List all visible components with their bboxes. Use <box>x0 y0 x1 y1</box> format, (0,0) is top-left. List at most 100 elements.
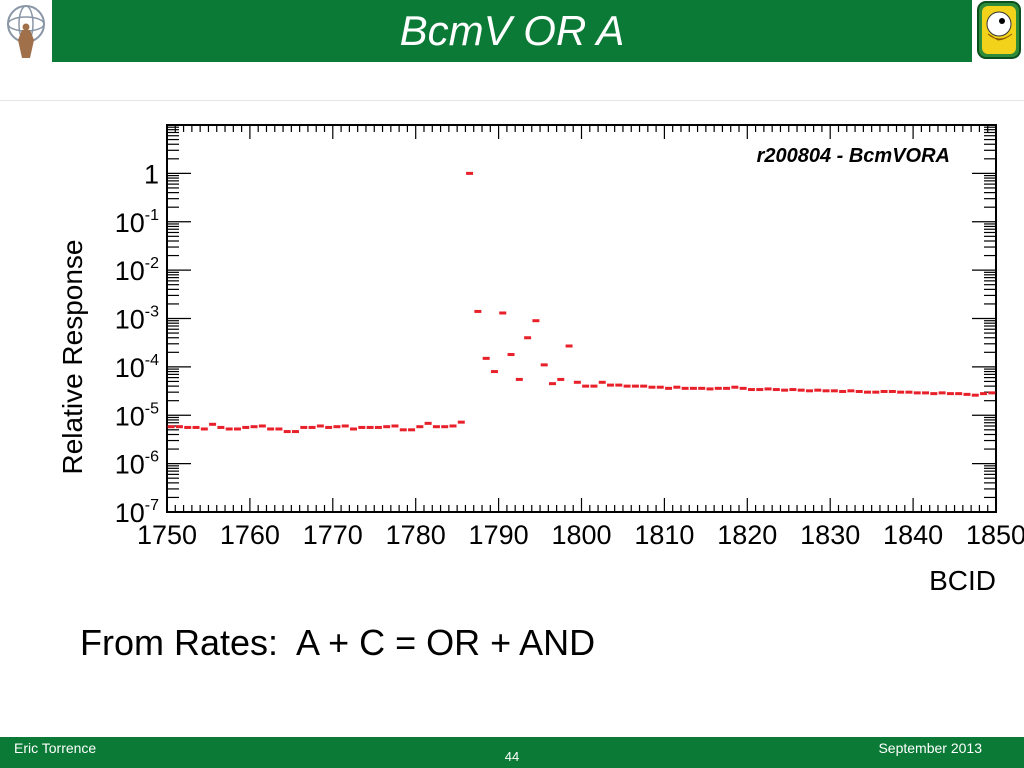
x-tick-label: 1770 <box>303 520 363 550</box>
data-point <box>822 389 830 393</box>
x-tick-label: 1780 <box>386 520 446 550</box>
data-point <box>524 336 532 340</box>
footer-date: September 2013 <box>878 740 982 756</box>
data-point <box>681 386 689 390</box>
data-point <box>913 391 921 395</box>
data-point <box>814 388 822 392</box>
x-tick-label: 1800 <box>551 520 611 550</box>
x-tick-label: 1810 <box>634 520 694 550</box>
data-point <box>772 388 780 392</box>
data-point <box>656 385 664 389</box>
data-point <box>333 425 341 429</box>
plot-frame <box>166 124 997 513</box>
footer-page-number: 44 <box>504 749 520 764</box>
data-point <box>689 386 697 390</box>
footer-bar: Eric Torrence 44 September 2013 <box>0 737 1024 768</box>
data-point <box>242 425 250 429</box>
y-tick-label: 10-7 <box>115 497 159 528</box>
data-point <box>557 377 565 381</box>
x-tick-label: 1830 <box>800 520 860 550</box>
data-point <box>424 421 432 425</box>
data-point <box>598 380 606 384</box>
data-point <box>350 427 358 431</box>
data-point <box>267 427 275 431</box>
data-point <box>830 389 838 393</box>
data-point <box>250 425 258 429</box>
data-point <box>971 393 979 397</box>
x-tick-label: 1760 <box>220 520 280 550</box>
data-point <box>789 388 797 392</box>
data-point <box>623 384 631 388</box>
data-point <box>209 422 217 426</box>
data-point <box>200 427 208 431</box>
data-point <box>698 386 706 390</box>
data-point <box>408 428 416 432</box>
data-point <box>922 391 930 395</box>
data-point <box>341 424 349 428</box>
data-point <box>781 388 789 392</box>
data-point <box>490 370 498 374</box>
x-tick-label: 1750 <box>137 520 197 550</box>
data-point <box>880 389 888 393</box>
x-tick-label: 1790 <box>469 520 529 550</box>
data-point <box>283 430 291 434</box>
data-point <box>582 384 590 388</box>
data-point <box>590 384 598 388</box>
header-divider <box>0 100 1024 101</box>
data-point <box>192 425 200 429</box>
data-point <box>482 356 490 360</box>
data-point <box>416 425 424 429</box>
data-point <box>888 389 896 393</box>
header-bar <box>52 0 972 62</box>
x-tick-label: 1840 <box>883 520 943 550</box>
data-point <box>374 425 382 429</box>
data-point <box>366 425 374 429</box>
data-point <box>963 392 971 396</box>
chart: 1750 1760 1770 1780 1790 1800 1810 1820 1830 1840… <box>57 124 1024 596</box>
data-point <box>217 425 225 429</box>
data-point <box>432 425 440 429</box>
data-point <box>457 420 465 424</box>
data-point <box>548 382 556 386</box>
data-point <box>233 427 241 431</box>
data-point <box>316 424 324 428</box>
data-point <box>532 319 540 323</box>
data-point <box>507 353 515 357</box>
atlas-logo-icon <box>0 0 52 62</box>
y-tick-label: 1 <box>144 159 159 189</box>
x-tick-label: 1820 <box>717 520 777 550</box>
data-point <box>855 389 863 393</box>
data-point <box>747 388 755 392</box>
data-point <box>167 425 175 429</box>
data-point <box>640 384 648 388</box>
data-point <box>756 388 764 392</box>
x-tick-label: 1850 <box>966 520 1024 550</box>
data-point <box>805 389 813 393</box>
data-point <box>358 425 366 429</box>
data-point <box>399 428 407 432</box>
caption: From Rates: A + C = OR + AND <box>80 622 596 663</box>
data-point <box>955 392 963 396</box>
data-point <box>474 309 482 313</box>
duck-mascot-logo-icon <box>974 0 1024 62</box>
data-point <box>565 344 573 348</box>
data-point <box>631 384 639 388</box>
data-point <box>739 386 747 390</box>
data-point <box>988 391 996 395</box>
data-point <box>930 392 938 396</box>
data-point <box>391 424 399 428</box>
y-tick-label: 10-1 <box>115 207 159 238</box>
data-point <box>300 425 308 429</box>
data-point <box>449 424 457 428</box>
data-point <box>764 387 772 391</box>
y-axis-label: Relative Response <box>57 239 88 474</box>
data-point <box>864 390 872 394</box>
y-tick-label: 10-6 <box>115 449 159 480</box>
data-point <box>515 377 523 381</box>
data-point <box>938 391 946 395</box>
data-point <box>325 425 333 429</box>
data-point <box>291 430 299 434</box>
slide-title: BcmV OR A <box>399 7 625 54</box>
data-point <box>275 427 283 431</box>
data-point <box>905 390 913 394</box>
